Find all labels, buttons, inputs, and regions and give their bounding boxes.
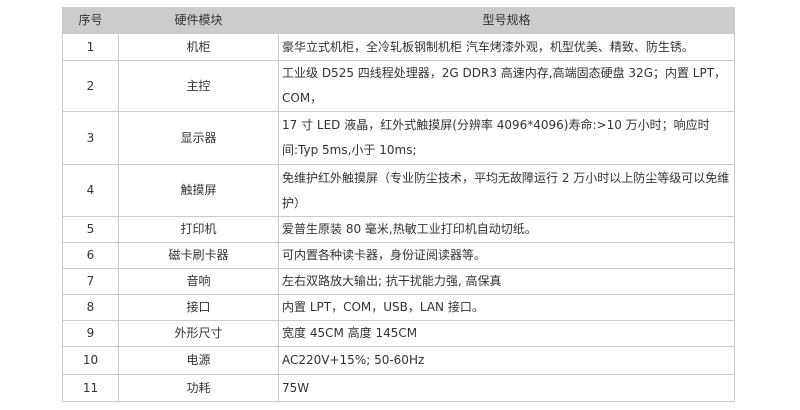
table-row: 7 音响 左右双路放大输出; 抗干扰能力强, 高保真 [62, 268, 735, 295]
table-row: 6 磁卡刷卡器 可内置各种读卡器，身份证阅读器等。 [62, 242, 735, 269]
cell-module: 机柜 [118, 33, 279, 61]
cell-no: 5 [62, 216, 119, 243]
cell-spec: 左右双路放大输出; 抗干扰能力强, 高保真 [278, 268, 735, 295]
col-header-spec: 型号规格 [278, 7, 735, 34]
cell-module: 磁卡刷卡器 [118, 242, 279, 269]
table-row: 9 外形尺寸 宽度 45CM 高度 145CM [62, 320, 735, 347]
table-row: 4 触摸屏 免维护红外触摸屏（专业防尘技术，平均无故障运行 2 万小时以上防尘等… [62, 164, 735, 217]
cell-no: 11 [62, 374, 119, 402]
cell-no: 2 [62, 60, 119, 112]
cell-spec: 17 寸 LED 液晶，红外式触摸屏(分辨率 4096*4096)寿命:>10 … [278, 111, 735, 165]
cell-spec: 免维护红外触摸屏（专业防尘技术，平均无故障运行 2 万小时以上防尘等级可以免维护… [278, 164, 735, 217]
cell-spec: 爱普生原装 80 毫米,热敏工业打印机自动切纸。 [278, 216, 735, 243]
cell-module: 音响 [118, 268, 279, 295]
cell-module: 主控 [118, 60, 279, 112]
cell-no: 1 [62, 33, 119, 61]
col-header-module: 硬件模块 [118, 7, 279, 34]
cell-no: 4 [62, 164, 119, 217]
table-row: 3 显示器 17 寸 LED 液晶，红外式触摸屏(分辨率 4096*4096)寿… [62, 111, 735, 165]
table-row: 10 电源 AC220V+15%; 50-60Hz [62, 346, 735, 375]
cell-spec: AC220V+15%; 50-60Hz [278, 346, 735, 375]
cell-module: 触摸屏 [118, 164, 279, 217]
cell-spec: 宽度 45CM 高度 145CM [278, 320, 735, 347]
cell-module: 接口 [118, 294, 279, 321]
cell-spec: 75W [278, 374, 735, 402]
table-row: 1 机柜 豪华立式机柜，全冷轧板钢制机柜 汽车烤漆外观，机型优美、精致、防生锈。 [62, 33, 735, 61]
hardware-spec-table: 序号 硬件模块 型号规格 1 机柜 豪华立式机柜，全冷轧板钢制机柜 汽车烤漆外观… [62, 7, 735, 402]
cell-module: 功耗 [118, 374, 279, 402]
cell-spec: 工业级 D525 四线程处理器，2G DDR3 高速内存,高端固态硬盘 32G；… [278, 60, 735, 112]
col-header-no: 序号 [62, 7, 119, 34]
cell-no: 8 [62, 294, 119, 321]
table-row: 8 接口 内置 LPT，COM，USB，LAN 接口。 [62, 294, 735, 321]
cell-module: 电源 [118, 346, 279, 375]
table-row: 5 打印机 爱普生原装 80 毫米,热敏工业打印机自动切纸。 [62, 216, 735, 243]
cell-no: 9 [62, 320, 119, 347]
cell-no: 7 [62, 268, 119, 295]
table-row: 2 主控 工业级 D525 四线程处理器，2G DDR3 高速内存,高端固态硬盘… [62, 60, 735, 112]
cell-no: 6 [62, 242, 119, 269]
cell-module: 打印机 [118, 216, 279, 243]
header-row: 序号 硬件模块 型号规格 [62, 7, 735, 34]
cell-no: 3 [62, 111, 119, 165]
cell-no: 10 [62, 346, 119, 375]
cell-spec: 可内置各种读卡器，身份证阅读器等。 [278, 242, 735, 269]
cell-module: 外形尺寸 [118, 320, 279, 347]
cell-spec: 豪华立式机柜，全冷轧板钢制机柜 汽车烤漆外观，机型优美、精致、防生锈。 [278, 33, 735, 61]
cell-module: 显示器 [118, 111, 279, 165]
cell-spec: 内置 LPT，COM，USB，LAN 接口。 [278, 294, 735, 321]
table-row: 11 功耗 75W [62, 374, 735, 402]
